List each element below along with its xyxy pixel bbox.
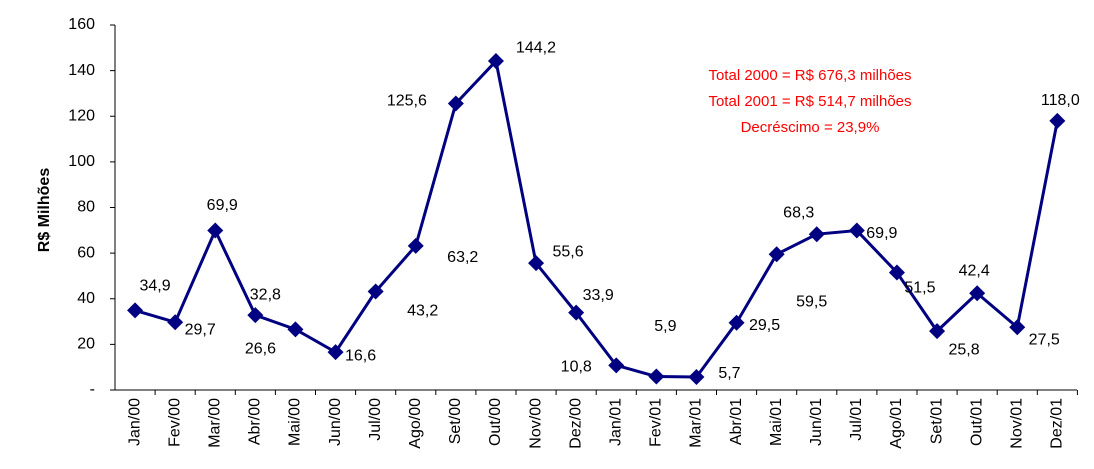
y-tick-label: 80 bbox=[77, 199, 95, 216]
x-tick-label: Abr/00 bbox=[247, 398, 264, 445]
y-tick-label: 40 bbox=[77, 290, 95, 307]
data-label: 16,6 bbox=[345, 347, 376, 364]
annotation: Total 2001 = R$ 514,7 milhões bbox=[708, 93, 911, 110]
y-axis-label: R$ Milhões bbox=[36, 168, 53, 253]
data-label: 63,2 bbox=[447, 249, 478, 266]
data-label: 33,9 bbox=[583, 287, 614, 304]
x-tick-label: Dez/01 bbox=[1049, 398, 1066, 449]
point-marker bbox=[888, 264, 905, 281]
x-tick-label: Jun/01 bbox=[808, 398, 825, 446]
series-line bbox=[134, 57, 1059, 379]
point-marker bbox=[768, 246, 785, 263]
y-tick-label: 100 bbox=[68, 153, 95, 170]
point-marker bbox=[969, 285, 986, 302]
point-marker bbox=[728, 314, 745, 331]
data-label: 5,9 bbox=[654, 318, 676, 335]
annotation: Total 2000 = R$ 676,3 milhões bbox=[708, 67, 911, 84]
x-tick-label: Out/00 bbox=[487, 398, 504, 446]
y-tick-label: 160 bbox=[68, 16, 95, 33]
point-marker bbox=[407, 237, 424, 254]
x-tick-label: Jan/00 bbox=[126, 398, 143, 446]
x-tick-label: Jan/01 bbox=[607, 398, 624, 446]
point-marker bbox=[848, 222, 865, 239]
data-label: 55,6 bbox=[552, 243, 583, 260]
point-marker bbox=[688, 368, 705, 385]
point-marker bbox=[568, 304, 585, 321]
point-marker bbox=[929, 323, 946, 340]
data-label: 43,2 bbox=[407, 303, 438, 320]
x-tick-label: Ago/00 bbox=[407, 398, 424, 449]
point-marker bbox=[287, 321, 304, 338]
x-tick-label: Mai/01 bbox=[768, 398, 785, 446]
y-tick-label: 60 bbox=[77, 244, 95, 261]
x-tick-label: Fev/01 bbox=[648, 398, 665, 447]
x-tick-label: Jul/00 bbox=[367, 398, 384, 441]
point-marker bbox=[207, 222, 224, 239]
point-marker bbox=[127, 302, 144, 319]
data-label: 144,2 bbox=[516, 39, 556, 56]
data-label: 69,9 bbox=[866, 225, 897, 242]
data-label: 26,6 bbox=[245, 341, 276, 358]
data-label: 125,6 bbox=[387, 93, 427, 110]
data-label: 29,5 bbox=[749, 317, 780, 334]
y-tick-label: 140 bbox=[68, 62, 95, 79]
data-label: 29,7 bbox=[185, 321, 216, 338]
point-marker bbox=[1049, 112, 1066, 129]
point-marker bbox=[808, 226, 825, 243]
data-label: 59,5 bbox=[796, 293, 827, 310]
x-tick-label: Jun/00 bbox=[327, 398, 344, 446]
data-label: 68,3 bbox=[783, 204, 814, 221]
x-tick-label: Mai/00 bbox=[287, 398, 304, 446]
point-marker bbox=[447, 95, 464, 112]
annotation: Decréscimo = 23,9% bbox=[741, 119, 880, 136]
data-label: 34,9 bbox=[139, 278, 170, 295]
x-tick-label: Nov/00 bbox=[527, 398, 544, 449]
point-marker bbox=[167, 314, 184, 331]
x-tick-label: Nov/01 bbox=[1008, 398, 1025, 449]
x-tick-label: Fev/00 bbox=[166, 398, 183, 447]
x-tick-label: Mar/01 bbox=[688, 398, 705, 448]
data-label: 5,7 bbox=[718, 365, 740, 382]
point-marker bbox=[487, 53, 504, 70]
y-tick-label: 20 bbox=[77, 336, 95, 353]
data-label: 118,0 bbox=[1041, 92, 1080, 109]
point-marker bbox=[648, 368, 665, 385]
y-tick-label: - bbox=[90, 381, 95, 398]
x-tick-label: Mar/00 bbox=[206, 398, 223, 448]
point-marker bbox=[608, 357, 625, 374]
data-label: 42,4 bbox=[959, 262, 990, 279]
point-marker bbox=[1009, 319, 1026, 336]
x-tick-label: Dez/00 bbox=[567, 398, 584, 449]
x-tick-label: Abr/01 bbox=[728, 398, 745, 445]
point-marker bbox=[367, 283, 384, 300]
point-marker bbox=[528, 255, 545, 272]
data-label: 27,5 bbox=[1029, 331, 1060, 348]
point-marker bbox=[327, 344, 344, 361]
data-label: 69,9 bbox=[207, 197, 238, 214]
point-marker bbox=[247, 307, 264, 324]
y-tick-label: 120 bbox=[68, 107, 95, 124]
x-tick-label: Ago/01 bbox=[888, 398, 905, 449]
data-label: 25,8 bbox=[948, 341, 979, 358]
x-tick-label: Jul/01 bbox=[848, 398, 865, 441]
x-tick-label: Set/00 bbox=[447, 398, 464, 444]
data-label: 10,8 bbox=[561, 359, 592, 376]
x-tick-label: Set/01 bbox=[928, 398, 945, 444]
x-tick-label: Out/01 bbox=[968, 398, 985, 446]
data-label: 32,8 bbox=[250, 286, 281, 303]
data-label: 51,5 bbox=[904, 280, 935, 297]
